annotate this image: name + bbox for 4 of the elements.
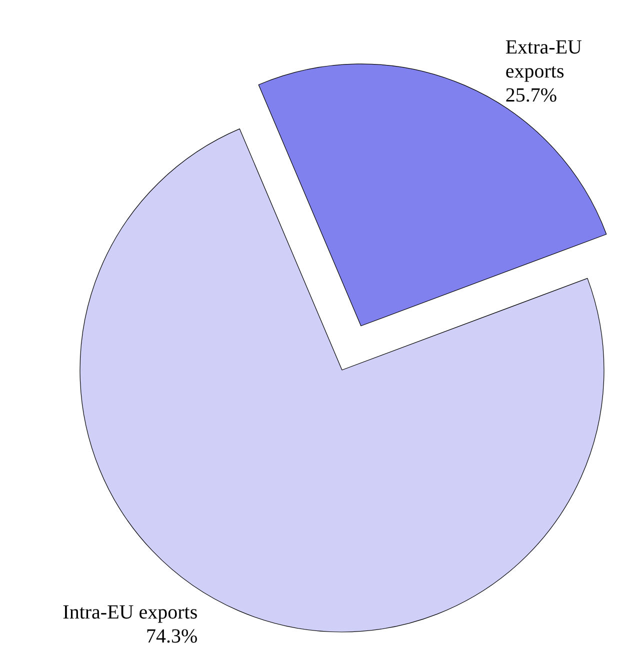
data-label: 25.7%	[505, 84, 558, 106]
slice-label: Extra-EU exports	[505, 36, 587, 82]
slice-label: Intra-EU exports	[62, 601, 198, 624]
data-label: 74.3%	[146, 625, 198, 648]
